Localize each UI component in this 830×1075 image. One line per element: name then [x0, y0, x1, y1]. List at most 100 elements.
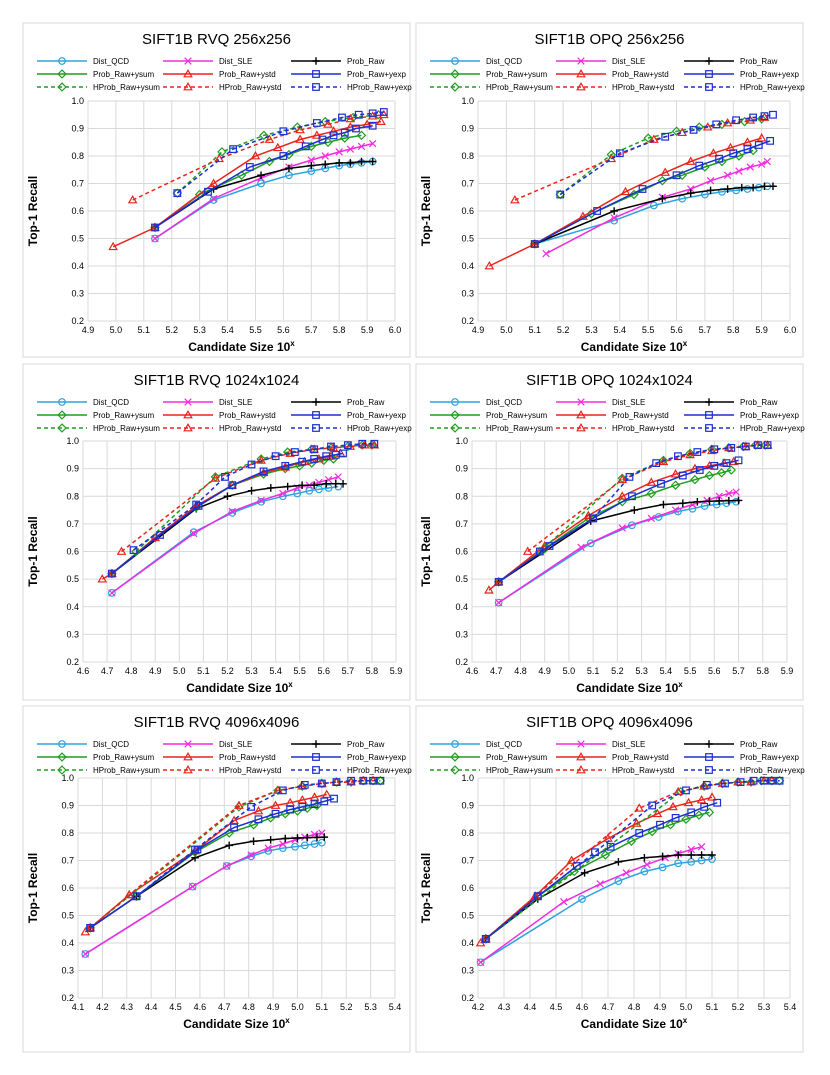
- x-axis-label: Candidate Size 10x: [581, 339, 688, 354]
- x-axis-label: Candidate Size 10x: [188, 339, 295, 354]
- legend-marker: [451, 398, 459, 406]
- y-tick-label: 0.6: [61, 883, 74, 893]
- x-tick-label: 5.3: [364, 1002, 377, 1012]
- x-tick-label: 5.5: [684, 666, 697, 676]
- legend-label: Dist_SLE: [612, 57, 645, 66]
- data-point: [476, 958, 485, 966]
- data-point: [628, 492, 636, 501]
- data-point: [693, 448, 702, 456]
- y-tick-label: 0.7: [66, 519, 79, 529]
- data-point: [577, 543, 585, 552]
- data-point: [476, 958, 485, 967]
- data-point: [234, 800, 244, 809]
- legend-item-hprob-raw-yexp: HProb_Raw+yexp: [291, 766, 412, 775]
- legend-marker: [183, 68, 193, 78]
- series-line: [89, 780, 374, 929]
- x-tick-label: 5.1: [197, 666, 210, 676]
- x-axis-label: Candidate Size 10x: [576, 680, 683, 695]
- data-point: [253, 805, 264, 815]
- data-point: [151, 223, 159, 232]
- y-tick-label: 0.7: [61, 856, 74, 866]
- x-tick-label: 5.4: [221, 325, 234, 335]
- legend-label: Prob_Raw+ystd: [219, 753, 276, 762]
- data-point: [124, 889, 135, 899]
- series-line: [121, 444, 375, 553]
- chart-frame: [415, 363, 804, 701]
- data-point: [718, 187, 726, 196]
- x-tick-label: 5.1: [138, 325, 151, 335]
- data-point: [328, 442, 339, 452]
- legend-marker: [705, 424, 713, 432]
- data-point: [315, 485, 323, 494]
- legend-label: HProb_Raw+ysum: [486, 424, 553, 433]
- data-point: [131, 546, 141, 557]
- series-line: [480, 796, 713, 944]
- legend-label: Dist_SLE: [612, 740, 645, 749]
- data-point: [687, 808, 696, 817]
- data-point: [629, 189, 639, 200]
- series-line: [154, 142, 373, 240]
- y-tick-label: 0.5: [461, 911, 474, 921]
- legend-item-hprob-raw-yexp: HProb_Raw+yexp: [291, 424, 412, 433]
- series-dist-qcd: [151, 157, 377, 243]
- x-tick-label: 6.0: [389, 325, 402, 335]
- data-point: [522, 546, 533, 555]
- legend-marker: [705, 753, 713, 761]
- legend-label: HProb_Raw+ystd: [219, 424, 281, 433]
- legend-item-prob-raw-ystd: Prob_Raw+ystd: [556, 751, 669, 762]
- data-point: [223, 492, 232, 501]
- x-tick-label: 5.5: [249, 325, 262, 335]
- data-point: [737, 183, 746, 192]
- data-point: [210, 473, 221, 482]
- data-point: [322, 452, 331, 461]
- legend-label: Prob_Raw+ystd: [612, 70, 669, 79]
- data-point: [694, 810, 704, 820]
- data-point: [266, 836, 275, 844]
- legend-item-hprob-raw-ysum: HProb_Raw+ysum: [37, 82, 160, 92]
- series-line: [498, 469, 732, 583]
- data-point: [290, 448, 299, 456]
- data-point: [670, 480, 681, 490]
- legend-marker: [705, 57, 713, 65]
- legend-label: HProb_Raw+ystd: [612, 766, 674, 775]
- data-point: [754, 141, 763, 149]
- y-tick-label: 0.6: [461, 883, 474, 893]
- data-point: [749, 113, 758, 122]
- data-point: [298, 802, 307, 811]
- data-point: [658, 456, 669, 466]
- legend-label: Prob_Raw+yexp: [347, 70, 406, 79]
- data-point: [578, 895, 586, 903]
- series-dist-sle: [542, 157, 772, 258]
- y-tick-label: 0.3: [66, 629, 79, 639]
- series-prob-raw: [86, 833, 329, 932]
- series-prob-raw-ysum: [481, 807, 715, 944]
- legend-label: Dist_SLE: [219, 57, 252, 66]
- x-tick-label: 4.2: [472, 1002, 485, 1012]
- data-point: [481, 934, 490, 943]
- legend-marker: [58, 740, 66, 748]
- data-point: [307, 161, 316, 170]
- y-tick-label: 0.2: [66, 657, 79, 667]
- legend-item-prob-raw-yexp: Prob_Raw+yexp: [684, 411, 799, 420]
- legend-item-prob-raw: Prob_Raw: [684, 398, 778, 407]
- data-point: [716, 468, 727, 478]
- series-line: [89, 836, 325, 929]
- data-point: [756, 776, 767, 786]
- data-point: [580, 869, 589, 877]
- series-prob-raw-ystd: [108, 116, 386, 251]
- y-tick-label: 0.2: [71, 316, 84, 326]
- series-line: [545, 160, 768, 255]
- series-dist-sle: [476, 843, 706, 966]
- data-point: [321, 789, 332, 798]
- data-point: [715, 154, 723, 163]
- series-line: [176, 111, 384, 194]
- legend-label: Prob_Raw+ysum: [486, 753, 547, 762]
- y-tick-label: 0.5: [61, 911, 74, 921]
- x-tick-label: 5.3: [193, 325, 206, 335]
- data-point: [566, 855, 577, 864]
- series-prob-raw: [530, 182, 777, 248]
- data-point: [368, 121, 377, 130]
- data-point: [695, 161, 704, 170]
- series-dist-sle: [108, 473, 342, 597]
